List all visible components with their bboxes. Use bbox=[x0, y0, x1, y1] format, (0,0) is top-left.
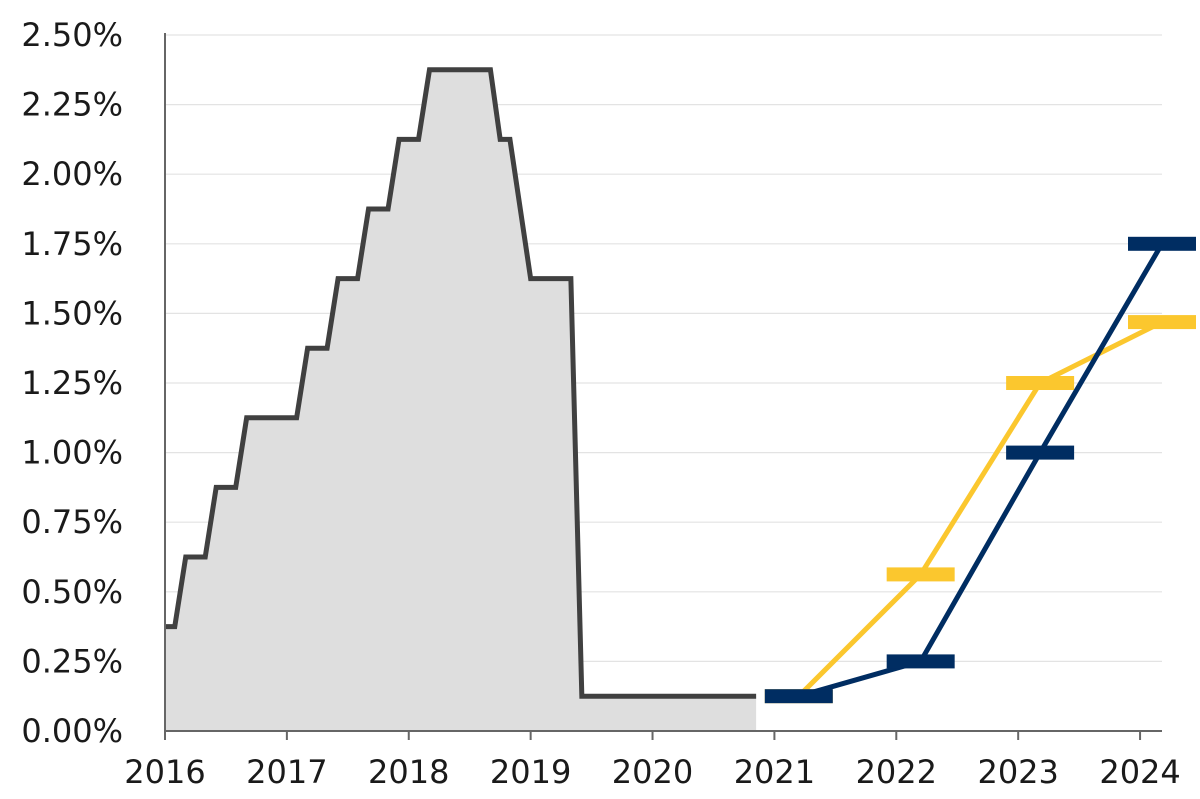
y-tick-label: 2.50% bbox=[21, 16, 123, 54]
projection-series-navy bbox=[764, 236, 1196, 704]
projection-navy-line bbox=[798, 242, 1165, 699]
x-tick-label: 2024 bbox=[1099, 753, 1180, 791]
x-tick-label: 2019 bbox=[490, 753, 571, 791]
x-tick-labels: 2016 2017 2018 2019 2020 2021 2022 2023 2024 bbox=[124, 753, 1180, 791]
y-tick-label: 0.25% bbox=[21, 642, 123, 680]
projection-navy-marker bbox=[1128, 236, 1196, 251]
projection-yellow-marker bbox=[1006, 376, 1075, 390]
y-tick-label: 0.50% bbox=[21, 573, 123, 611]
x-tick-label: 2017 bbox=[246, 753, 327, 791]
projection-navy-marker bbox=[1006, 445, 1075, 460]
projection-yellow-marker bbox=[886, 567, 955, 582]
history-series bbox=[165, 67, 757, 699]
y-tick-label: 2.25% bbox=[21, 86, 123, 124]
x-tick-label: 2020 bbox=[612, 753, 693, 791]
x-tick-label: 2018 bbox=[368, 753, 449, 791]
x-tick-label: 2021 bbox=[734, 753, 815, 791]
projection-navy-marker bbox=[886, 654, 955, 669]
projection-navy-marker bbox=[764, 689, 833, 704]
projection-series-yellow bbox=[764, 315, 1196, 704]
y-tick-label: 2.00% bbox=[21, 155, 123, 193]
x-tick-label: 2016 bbox=[124, 753, 205, 791]
y-tick-label: 1.50% bbox=[21, 294, 123, 332]
x-tick-label: 2023 bbox=[977, 753, 1058, 791]
projection-yellow-marker bbox=[1128, 315, 1196, 330]
y-tick-label: 1.75% bbox=[21, 225, 123, 263]
axes bbox=[164, 33, 1162, 740]
projection-yellow-line bbox=[797, 319, 1164, 698]
history-area bbox=[165, 69, 757, 732]
x-tick-label: 2022 bbox=[856, 753, 937, 791]
history-line bbox=[165, 67, 757, 699]
y-tick-label: 0.75% bbox=[21, 503, 123, 541]
y-tick-labels: 2.50% 2.25% 2.00% 1.75% 1.50% 1.25% 1.00% 0.75%… bbox=[21, 16, 123, 750]
y-tick-label: 1.25% bbox=[21, 364, 123, 402]
history-area-fill bbox=[165, 69, 757, 732]
y-tick-label: 0.00% bbox=[21, 712, 123, 750]
y-tick-label: 1.00% bbox=[21, 434, 123, 472]
